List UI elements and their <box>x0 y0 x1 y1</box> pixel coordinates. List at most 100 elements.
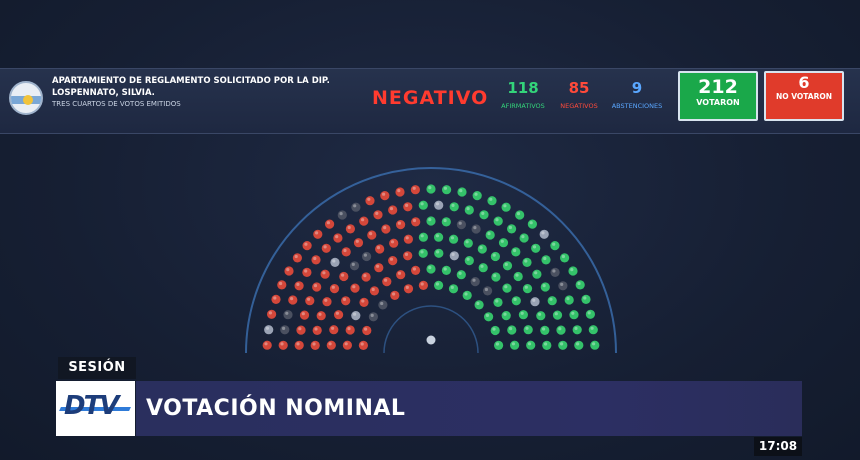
seat <box>552 310 563 320</box>
seat-highlight <box>570 268 574 272</box>
seat <box>507 224 517 234</box>
seat-highlight <box>314 327 318 331</box>
seat-highlight <box>335 235 339 239</box>
seat <box>403 284 414 294</box>
seat <box>507 325 517 335</box>
seat <box>526 340 536 350</box>
seat <box>539 229 549 239</box>
seat <box>585 309 596 319</box>
seat <box>302 241 312 251</box>
seat-highlight <box>322 271 326 275</box>
seat <box>339 271 349 282</box>
seat-highlight <box>560 342 564 346</box>
seat <box>470 277 480 287</box>
chamber-inner-arc <box>383 305 479 354</box>
seat-highlight <box>532 245 537 249</box>
seat <box>575 280 585 290</box>
seat <box>288 295 298 305</box>
motion-title: APARTAMIENTO DE REGLAMENTO SOLICITADO PO… <box>52 76 330 98</box>
majority-rule: TRES CUARTOS DE VOTOS EMITIDOS <box>52 100 181 108</box>
seat-highlight <box>389 257 394 261</box>
seat-highlight <box>342 297 347 301</box>
seat <box>294 340 304 350</box>
seat-highlight <box>492 327 496 331</box>
seat-highlight <box>420 234 424 238</box>
seat-highlight <box>331 285 335 289</box>
seat-highlight <box>301 312 305 316</box>
seat-highlight <box>294 254 298 259</box>
seat <box>568 266 578 276</box>
seat <box>477 244 487 254</box>
seat-highlight <box>549 297 553 301</box>
seat-highlight <box>265 326 270 330</box>
seat <box>550 241 560 251</box>
seat <box>375 244 385 254</box>
seat <box>312 282 322 292</box>
seat <box>471 224 481 234</box>
seat-highlight <box>509 327 513 331</box>
seat-highlight <box>290 297 294 301</box>
seat-highlight <box>397 271 402 275</box>
lower-third-bar: VOTACIÓN NOMINAL <box>136 381 802 436</box>
seat-highlight <box>525 326 529 330</box>
seat-highlight <box>397 221 401 225</box>
seat <box>547 296 557 306</box>
seat-highlight <box>489 197 493 201</box>
seat-highlight <box>495 218 499 222</box>
seat-highlight <box>282 326 286 330</box>
seat-highlight <box>341 273 345 277</box>
seat-highlight <box>405 203 409 207</box>
seat <box>390 290 400 300</box>
seat-highlight <box>480 264 484 268</box>
seat <box>294 281 304 291</box>
seat <box>342 340 352 350</box>
seat-highlight <box>459 189 463 193</box>
president-seat <box>426 335 436 345</box>
seat <box>396 220 406 230</box>
seat-highlight <box>382 192 386 196</box>
seat-highlight <box>466 207 470 211</box>
seat <box>522 284 533 294</box>
seat <box>457 187 467 197</box>
seat <box>312 325 322 335</box>
seat <box>540 325 550 335</box>
seat <box>345 224 355 234</box>
seat <box>284 266 294 276</box>
seat <box>388 256 398 266</box>
seat-highlight <box>538 312 542 316</box>
seat <box>574 340 584 350</box>
seat <box>296 325 306 335</box>
seat-highlight <box>592 342 596 346</box>
seat-highlight <box>503 204 507 208</box>
seat-highlight <box>369 232 373 236</box>
seat-highlight <box>458 271 462 275</box>
seat <box>262 340 272 350</box>
seat-highlight <box>324 298 328 302</box>
seat <box>536 311 546 321</box>
seat <box>320 269 330 279</box>
seat <box>302 267 312 277</box>
seat-highlight <box>361 299 365 303</box>
seat-highlight <box>495 299 499 303</box>
seat <box>449 234 459 244</box>
seat-highlight <box>420 250 424 254</box>
seat-highlight <box>451 252 455 256</box>
seat <box>530 297 540 307</box>
seat <box>434 200 444 210</box>
seat <box>474 300 484 310</box>
seat <box>509 340 520 350</box>
seat-highlight <box>264 342 268 346</box>
seat <box>441 265 451 275</box>
lower-third-title: VOTACIÓN NOMINAL <box>146 396 406 421</box>
seat <box>550 267 560 277</box>
seat <box>491 272 501 282</box>
seat <box>403 251 413 261</box>
seat-highlight <box>503 312 507 316</box>
seat-highlight <box>443 186 447 190</box>
seat-highlight <box>412 186 416 190</box>
seat <box>368 312 378 322</box>
seat-highlight <box>516 212 521 216</box>
negativos-count: 85 NEGATIVOS <box>560 79 598 110</box>
seat <box>359 297 369 307</box>
seat <box>556 325 566 335</box>
